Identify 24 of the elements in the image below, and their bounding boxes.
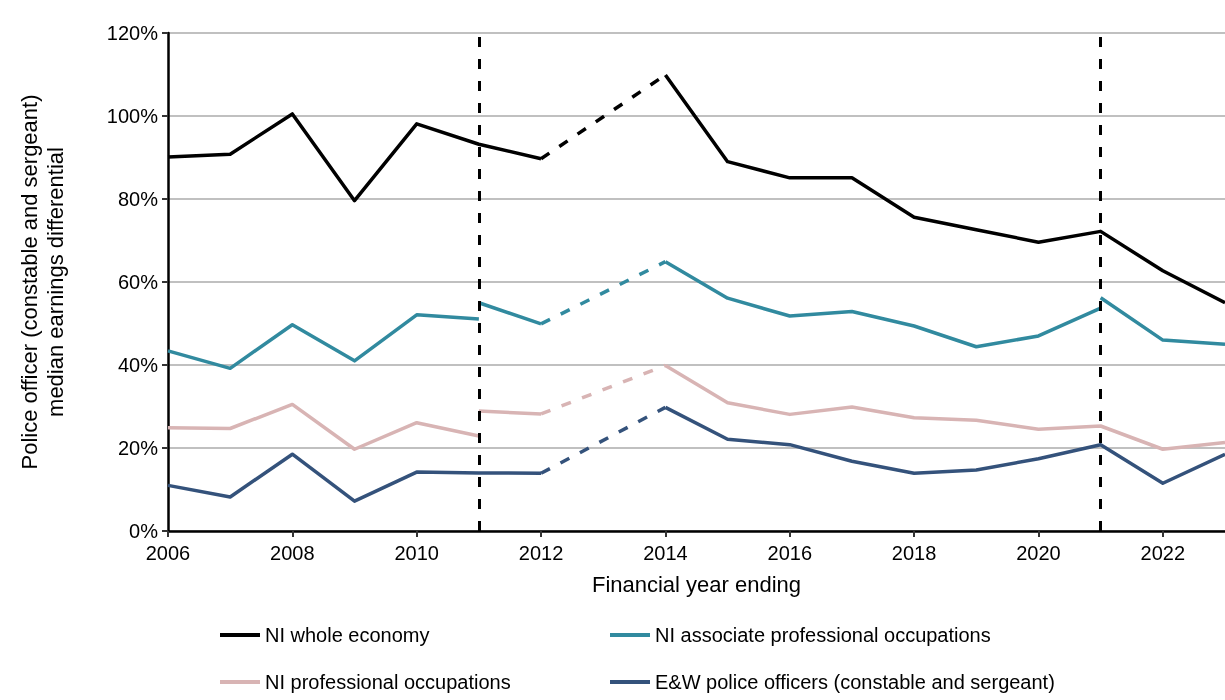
y-tick-label: 100% xyxy=(106,105,159,127)
x-tick-label: 2010 xyxy=(394,542,439,564)
x-tick-label: 2014 xyxy=(643,542,688,564)
y-tick-label: 60% xyxy=(117,271,159,293)
x-tick-label: 2012 xyxy=(518,542,564,564)
x-tick-label: 2022 xyxy=(1140,542,1186,564)
x-axis-title: Financial year ending xyxy=(591,571,802,597)
line-series xyxy=(166,313,481,371)
y-tick-label: 20% xyxy=(117,437,159,459)
x-tick-label: 2006 xyxy=(145,542,191,564)
legend-label: E&W police officers (constable and sergeant) xyxy=(655,671,1055,693)
legend-label: NI whole economy xyxy=(265,624,430,646)
y-tick-label: 80% xyxy=(117,188,159,210)
line-series xyxy=(166,402,481,451)
legend-label: NI professional occupations xyxy=(265,671,511,693)
x-tick-label: 2008 xyxy=(270,542,315,564)
x-tick-label: 2016 xyxy=(767,542,813,564)
x-tick-label: 2018 xyxy=(891,542,937,564)
y-axis-title: Police officer (constable and sergeant) median earnings differential xyxy=(16,94,68,470)
x-tick-label: 2020 xyxy=(1016,542,1061,564)
legend-label: NI associate professional occupations xyxy=(655,624,991,646)
y-tick-label: 120% xyxy=(106,22,159,44)
y-tick-label: 0% xyxy=(129,520,159,542)
y-tick-label: 40% xyxy=(117,354,159,376)
